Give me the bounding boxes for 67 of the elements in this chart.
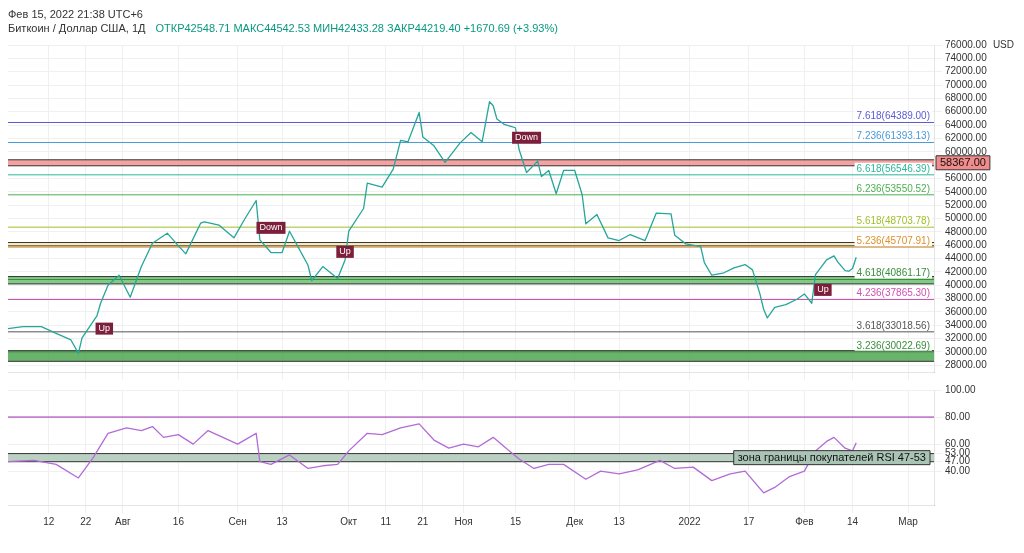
ref-line-label: 7.236(61393.13) — [856, 130, 930, 142]
y-tick-label: 50000.00 — [945, 212, 988, 224]
x-tick-label: Авг — [115, 515, 131, 527]
y-axis-title: USD — [992, 38, 1014, 50]
annotation: Up — [98, 323, 111, 334]
ref-line-label: 3.236(30022.69) — [856, 339, 930, 351]
y-tick-label: 40.00 — [945, 464, 971, 476]
x-tick-label: 22 — [80, 515, 92, 527]
y-tick-label: 60000.00 — [945, 145, 988, 157]
x-tick-label: 11 — [380, 515, 392, 527]
chart-title: Биткоин / Доллар США, 1Д — [8, 22, 146, 34]
y-tick-label: 38000.00 — [945, 292, 988, 304]
y-tick-label: 62000.00 — [945, 132, 988, 144]
x-tick-label: Дек — [566, 515, 584, 527]
x-tick-label: 15 — [509, 515, 522, 527]
x-tick-label: Сен — [228, 515, 247, 527]
y-tick-label: 56000.00 — [945, 172, 988, 184]
y-tick-label: 40000.00 — [945, 278, 988, 290]
band-label: 58367.00 — [939, 155, 986, 168]
y-tick-label: 34000.00 — [945, 319, 988, 331]
ref-line-label: 5.618(48703.78) — [856, 214, 930, 226]
x-tick-label: Мар — [898, 515, 919, 527]
x-tick-label: 14 — [846, 515, 859, 527]
annotation: Up — [817, 284, 829, 295]
x-tick-label: 16 — [172, 515, 185, 527]
x-tick-label: 21 — [417, 515, 429, 527]
x-tick-label: Ноя — [454, 515, 473, 527]
x-tick-label: 13 — [276, 515, 289, 527]
ref-line-label: 7.618(64389.00) — [856, 110, 930, 122]
ref-line-label: 6.618(56546.39) — [856, 162, 930, 174]
y-tick-label: 46000.00 — [945, 238, 988, 250]
y-tick-label: 48000.00 — [945, 225, 988, 237]
x-tick-label: 13 — [613, 515, 626, 527]
y-tick-label: 60.00 — [945, 437, 971, 449]
x-tick-label: 12 — [43, 515, 55, 527]
band-label: зона границы покупателей RSI 47-53 — [737, 450, 926, 463]
y-tick-label: 80.00 — [945, 410, 971, 422]
y-tick-label: 36000.00 — [945, 305, 988, 317]
y-tick-label: 66000.00 — [945, 105, 988, 117]
y-tick-label: 70000.00 — [945, 78, 988, 90]
annotation: Up — [339, 246, 351, 257]
y-tick-label: 76000.00 — [945, 38, 988, 50]
ref-line-label: 4.618(40861.17) — [856, 267, 930, 279]
y-tick-label: 52000.00 — [945, 198, 988, 210]
y-tick-label: 28000.00 — [945, 359, 988, 371]
y-tick-label: 42000.00 — [945, 265, 988, 277]
y-tick-label: 32000.00 — [945, 332, 988, 344]
y-tick-label: 54000.00 — [945, 185, 988, 197]
annotation: Down — [259, 222, 283, 233]
chart-subtitle: ОТКР42548.71 МАКС44542.53 МИН42433.28 ЗАКР44219.40 +1670.69 (+3.93%) — [155, 22, 558, 34]
x-tick-label: 2022 — [678, 515, 702, 527]
y-tick-label: 72000.00 — [945, 65, 988, 77]
y-tick-label: 68000.00 — [945, 92, 988, 104]
y-tick-label: 30000.00 — [945, 345, 988, 357]
x-tick-label: 17 — [743, 515, 755, 527]
ref-line-label: 4.236(37865.30) — [856, 287, 930, 299]
y-tick-label: 100.00 — [945, 383, 977, 395]
annotation: Down — [515, 132, 539, 143]
ref-line-label: 3.618(33018.56) — [856, 319, 930, 331]
y-tick-label: 44000.00 — [945, 252, 988, 264]
text: Фев 15, 2022 21:38 UTC+6 — [8, 8, 144, 20]
ref-line-label: 5.236(45707.91) — [856, 234, 930, 246]
x-tick-label: Фев — [795, 515, 814, 527]
ref-line-label: 6.236(53550.52) — [856, 182, 930, 194]
x-tick-label: Окт — [340, 515, 358, 527]
y-tick-label: 64000.00 — [945, 118, 988, 130]
y-tick-label: 74000.00 — [945, 52, 988, 64]
